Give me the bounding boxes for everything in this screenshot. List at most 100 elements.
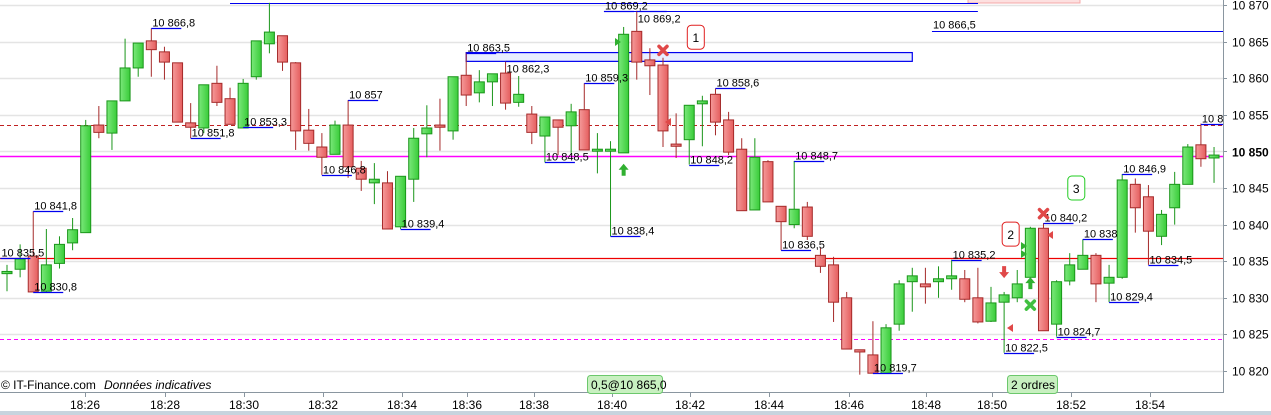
candle-body xyxy=(486,73,498,83)
swing-label: 10 8 xyxy=(1202,114,1223,126)
x-tick-label: 18:36 xyxy=(452,398,482,412)
candle-up xyxy=(1011,269,1023,303)
candle-body xyxy=(381,182,393,230)
y-tick-label: 10 845 xyxy=(1232,182,1269,196)
candle-up xyxy=(696,95,708,147)
candle-body xyxy=(132,42,144,69)
candle-body xyxy=(500,72,512,104)
candle-body xyxy=(303,129,315,144)
candle-body xyxy=(395,175,407,228)
candle-up xyxy=(486,73,498,107)
candle-body xyxy=(80,125,92,234)
candle-down xyxy=(342,100,354,178)
swing-label: 10 848,2 xyxy=(690,155,733,167)
candle-body xyxy=(185,122,197,128)
candle-up xyxy=(788,160,800,229)
candle-down xyxy=(762,160,774,203)
candle-up xyxy=(906,267,918,312)
candle-body xyxy=(709,93,721,123)
candle-body xyxy=(539,116,551,137)
candle-down xyxy=(185,103,197,139)
candle-up xyxy=(998,291,1010,353)
triangle-left-icon xyxy=(1047,231,1053,239)
candle-up xyxy=(40,228,52,292)
candle-body xyxy=(67,229,79,244)
candle-down xyxy=(657,57,669,148)
x-tick-label: 18:28 xyxy=(150,398,180,412)
candle-down xyxy=(670,113,682,158)
candle-body xyxy=(211,82,223,103)
marker-box xyxy=(1001,221,1020,247)
candle-body xyxy=(959,278,971,300)
swing-label: 10 834,5 xyxy=(1149,255,1192,267)
candle-up xyxy=(1208,147,1220,183)
candle-up xyxy=(1,264,13,292)
candle-up xyxy=(933,266,945,298)
cross-icon xyxy=(1024,299,1037,311)
y-tick-label: 10 865 xyxy=(1232,36,1269,50)
marker-box-1: 1 xyxy=(686,24,705,50)
current-price-label: 10 850 xyxy=(1232,145,1269,159)
swing-label: 10 858,6 xyxy=(716,78,759,90)
swing-label: 10 835,5 xyxy=(1,248,44,260)
candle-up xyxy=(605,141,617,237)
candle-body xyxy=(605,148,617,152)
candle-up xyxy=(893,280,905,331)
candle-body xyxy=(1182,146,1194,185)
candle-body xyxy=(224,98,236,125)
x-tick-label: 18:38 xyxy=(519,398,549,412)
footer-copyright[interactable]: © IT-Finance.com xyxy=(1,378,96,392)
candle-body xyxy=(683,104,695,141)
arrow-down-icon xyxy=(999,266,1010,279)
x-tick-label: 18:32 xyxy=(308,398,338,412)
candle-down xyxy=(27,211,39,293)
swing-label: 10 841,8 xyxy=(34,201,77,213)
candle-down xyxy=(972,267,984,324)
candle-up xyxy=(473,70,485,103)
candle-up xyxy=(408,127,420,202)
orders-badge-text: 2 ordres xyxy=(1011,378,1055,392)
marker-box xyxy=(686,24,705,50)
candle-down xyxy=(644,48,656,96)
candle-down xyxy=(775,205,787,251)
swing-label: 10 869,2 xyxy=(605,1,648,13)
x-tick-label: 18:48 xyxy=(911,398,941,412)
y-axis[interactable]: 10 870 10 865 10 860 10 855 10 845 10 840 10 8… xyxy=(1223,0,1269,379)
candle-down xyxy=(1195,123,1207,167)
candle-body xyxy=(696,100,708,105)
candle-body xyxy=(421,127,433,135)
candle-body xyxy=(1,270,13,275)
candle-up xyxy=(539,116,551,163)
x-axis[interactable]: 18:26 18:28 18:30 18:32 18:34 18:36 18:38 18:40… xyxy=(70,393,1165,412)
swing-label: 10 853,3 xyxy=(244,117,287,129)
candle-body xyxy=(618,33,630,154)
swing-label: 10 863,5 xyxy=(467,43,510,55)
candle-up xyxy=(1024,226,1036,278)
candle-body xyxy=(434,124,446,128)
candle-down xyxy=(723,111,735,156)
orders-badge[interactable]: 2 ordres xyxy=(1007,375,1058,394)
candle-body xyxy=(526,113,538,133)
candle-body xyxy=(893,283,905,325)
candle-up xyxy=(132,42,144,77)
candle-up xyxy=(198,84,210,134)
marker-box-3: 3 xyxy=(1067,175,1086,201)
candle-body xyxy=(749,156,761,211)
candle-body xyxy=(1037,227,1049,332)
candle-down xyxy=(93,106,105,139)
candle-body xyxy=(119,67,131,102)
candle-body xyxy=(1077,254,1089,270)
candle-body xyxy=(1090,254,1102,285)
candle-up xyxy=(250,40,262,80)
x-tick-label: 18:50 xyxy=(977,398,1007,412)
swing-label: 10 846,8 xyxy=(323,165,366,177)
candle-down xyxy=(355,160,367,191)
candle-down xyxy=(814,248,826,273)
candle-body xyxy=(565,111,577,127)
cross-icon-path xyxy=(1024,299,1037,311)
top-pink-box xyxy=(967,0,1081,4)
footer-disclaimer: Données indicatives xyxy=(104,378,211,392)
order-badge[interactable]: 0,5@10 865,0 xyxy=(587,375,667,394)
bottom-scrollbar[interactable] xyxy=(0,411,1271,415)
